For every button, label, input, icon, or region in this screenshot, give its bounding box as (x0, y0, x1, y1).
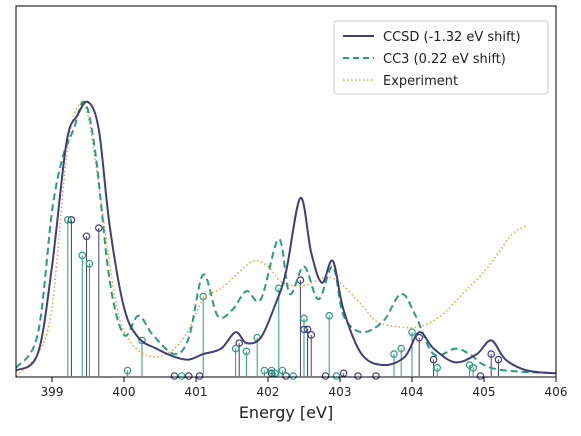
stick-marker-cc3 (78, 251, 87, 260)
stick-marker-cc3 (433, 363, 442, 372)
stick-marker-ccsd (487, 350, 496, 358)
stick-marker-cc3 (300, 314, 308, 323)
x-tick-label: 402 (257, 385, 280, 399)
x-tick-label: 403 (329, 385, 352, 399)
x-axis-ticks: 399 400 401 402 403 404 405 406 (41, 377, 568, 399)
plot-frame (15, 5, 557, 378)
stick-marker-cc3 (469, 363, 478, 372)
series-line-ccsd (15, 100, 557, 375)
series-line-experiment (15, 101, 528, 377)
stick-marker-cc3 (278, 366, 287, 375)
legend-label-experiment: Experiment (383, 74, 458, 89)
series-line-cc3 (15, 100, 557, 375)
stick-marker-cc3 (85, 259, 94, 268)
stick-marker-ccsd (339, 369, 348, 378)
stick-marker-cc3 (242, 347, 251, 356)
stick-marker-cc3 (123, 366, 132, 375)
stick-marker-ccsd (82, 232, 91, 241)
stick-marker-cc3 (138, 336, 146, 345)
stick-spectra (64, 216, 503, 380)
x-tick-label: 405 (473, 385, 496, 399)
stick-marker-cc3 (397, 344, 406, 353)
stick-marker-ccsd (170, 372, 179, 380)
x-tick-label: 404 (401, 385, 424, 399)
x-tick-label: 401 (185, 385, 208, 399)
x-axis-label: Energy [eV] (239, 403, 333, 422)
spectrum-lines (15, 100, 557, 377)
stick-marker-ccsd (185, 372, 193, 380)
stick-marker-cc3 (332, 372, 341, 380)
stick-marker-cc3 (390, 350, 398, 358)
stick-marker-ccsd (95, 224, 103, 232)
legend-label-cc3: CC3 (0.22 eV shift) (383, 52, 506, 67)
stick-marker-ccsd (494, 355, 503, 364)
stick-marker-ccsd (476, 372, 485, 380)
stick-marker-cc3 (177, 372, 186, 380)
stick-marker-ccsd (429, 355, 438, 364)
stick-marker-ccsd (372, 372, 380, 380)
stick-marker-ccsd (307, 331, 316, 339)
stick-marker-cc3 (231, 344, 240, 353)
x-tick-label: 399 (41, 385, 64, 399)
stick-marker-cc3 (260, 366, 269, 375)
stick-marker-cc3 (408, 328, 416, 336)
legend-label-ccsd: CCSD (-1.32 eV shift) (383, 30, 521, 45)
stick-marker-cc3 (325, 311, 334, 320)
stick-marker-ccsd (354, 372, 362, 380)
stick-marker-cc3 (289, 372, 298, 380)
stick-marker-cc3 (64, 216, 72, 224)
legend-box (333, 20, 549, 95)
x-tick-label: 406 (545, 385, 568, 399)
stick-marker-ccsd (235, 339, 244, 347)
x-tick-label: 400 (113, 385, 136, 399)
legend: CCSD (-1.32 eV shift) CC3 (0.22 eV shift… (333, 20, 549, 95)
